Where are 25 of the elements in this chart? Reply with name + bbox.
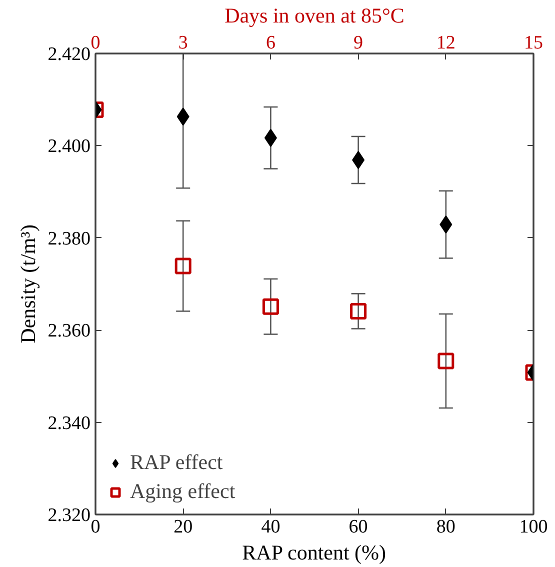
x2-tick-label: 3 [178,32,188,54]
x2-tick-label: 6 [266,32,276,54]
x-tick-label: 0 [90,516,100,538]
x2-tick-label: 9 [354,32,364,54]
x-tick-label: 60 [348,516,368,538]
point [350,302,367,320]
x-tick-label: 40 [261,516,280,538]
x-tick-label: 20 [174,516,193,538]
point [262,298,279,315]
y-tick-label: 2.400 [48,136,90,158]
y-tick-label: 2.340 [48,412,90,434]
x2-tick-label: 0 [90,32,100,54]
legend-label: Aging effect [130,479,236,504]
x2-tick-label: 15 [524,32,543,54]
y-tick-label: 2.360 [48,320,90,342]
y-tick-label: 2.420 [48,44,90,65]
x-tick-label: 100 [519,516,548,538]
x2-axis-title: Days in oven at 85°C [224,4,404,28]
y-tick-label: 2.320 [48,505,90,526]
y-axis-title: Density (t/m³) [16,224,40,344]
x-axis-title: RAP content (%) [242,540,386,564]
x-tick-label: 80 [436,516,456,538]
x2-tick-label: 12 [436,32,456,54]
y-tick-label: 2.380 [48,228,90,250]
legend-label: RAP effect [130,450,223,475]
